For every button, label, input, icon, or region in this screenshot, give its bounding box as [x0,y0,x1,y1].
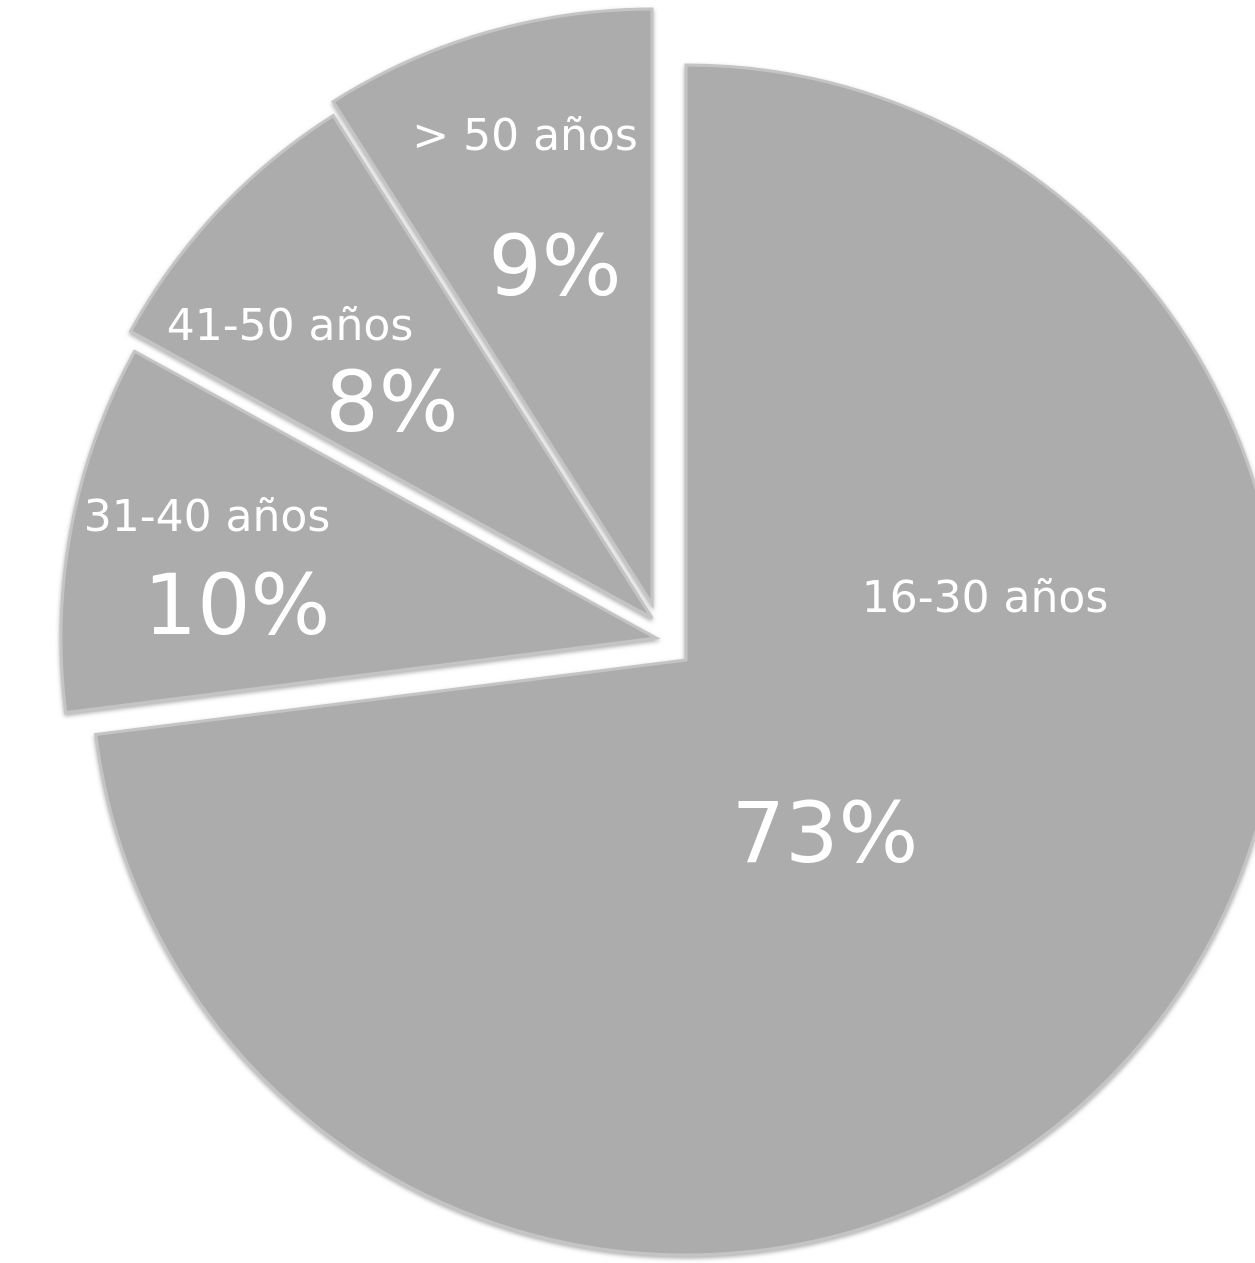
slice-percent-label: 8% [325,353,458,451]
slice-category-label: 16-30 años [862,572,1109,623]
pie-slice-3 [331,7,654,610]
slice-percent-label: 73% [732,784,919,882]
slice-percent-label: 9% [488,217,621,315]
pie-slice-0 [94,63,1255,1257]
slice-category-label: 41-50 años [167,300,414,351]
pie-slice-1 [59,349,661,715]
slice-category-label: > 50 años [412,110,638,161]
pie-slice-2 [128,113,654,620]
slice-percent-label: 10% [144,556,331,654]
slice-category-label: 31-40 años [84,491,331,542]
